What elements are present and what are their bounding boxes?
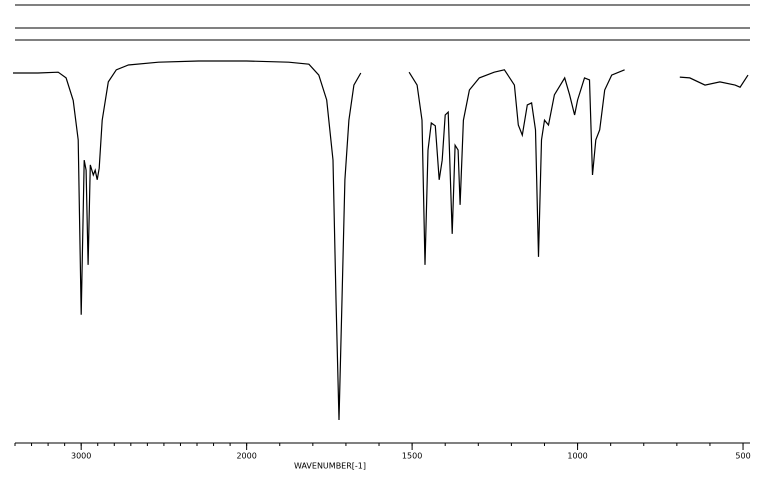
x-axis-label: WAVENUMBER[-1]	[294, 462, 366, 471]
x-tick-label: 1000	[567, 452, 587, 461]
x-tick-label: 500	[735, 452, 750, 461]
x-tick-label: 1500	[402, 452, 422, 461]
x-tick-label: 3000	[71, 452, 91, 461]
x-tick-label: 2000	[236, 452, 256, 461]
spectrum-line	[13, 60, 749, 421]
